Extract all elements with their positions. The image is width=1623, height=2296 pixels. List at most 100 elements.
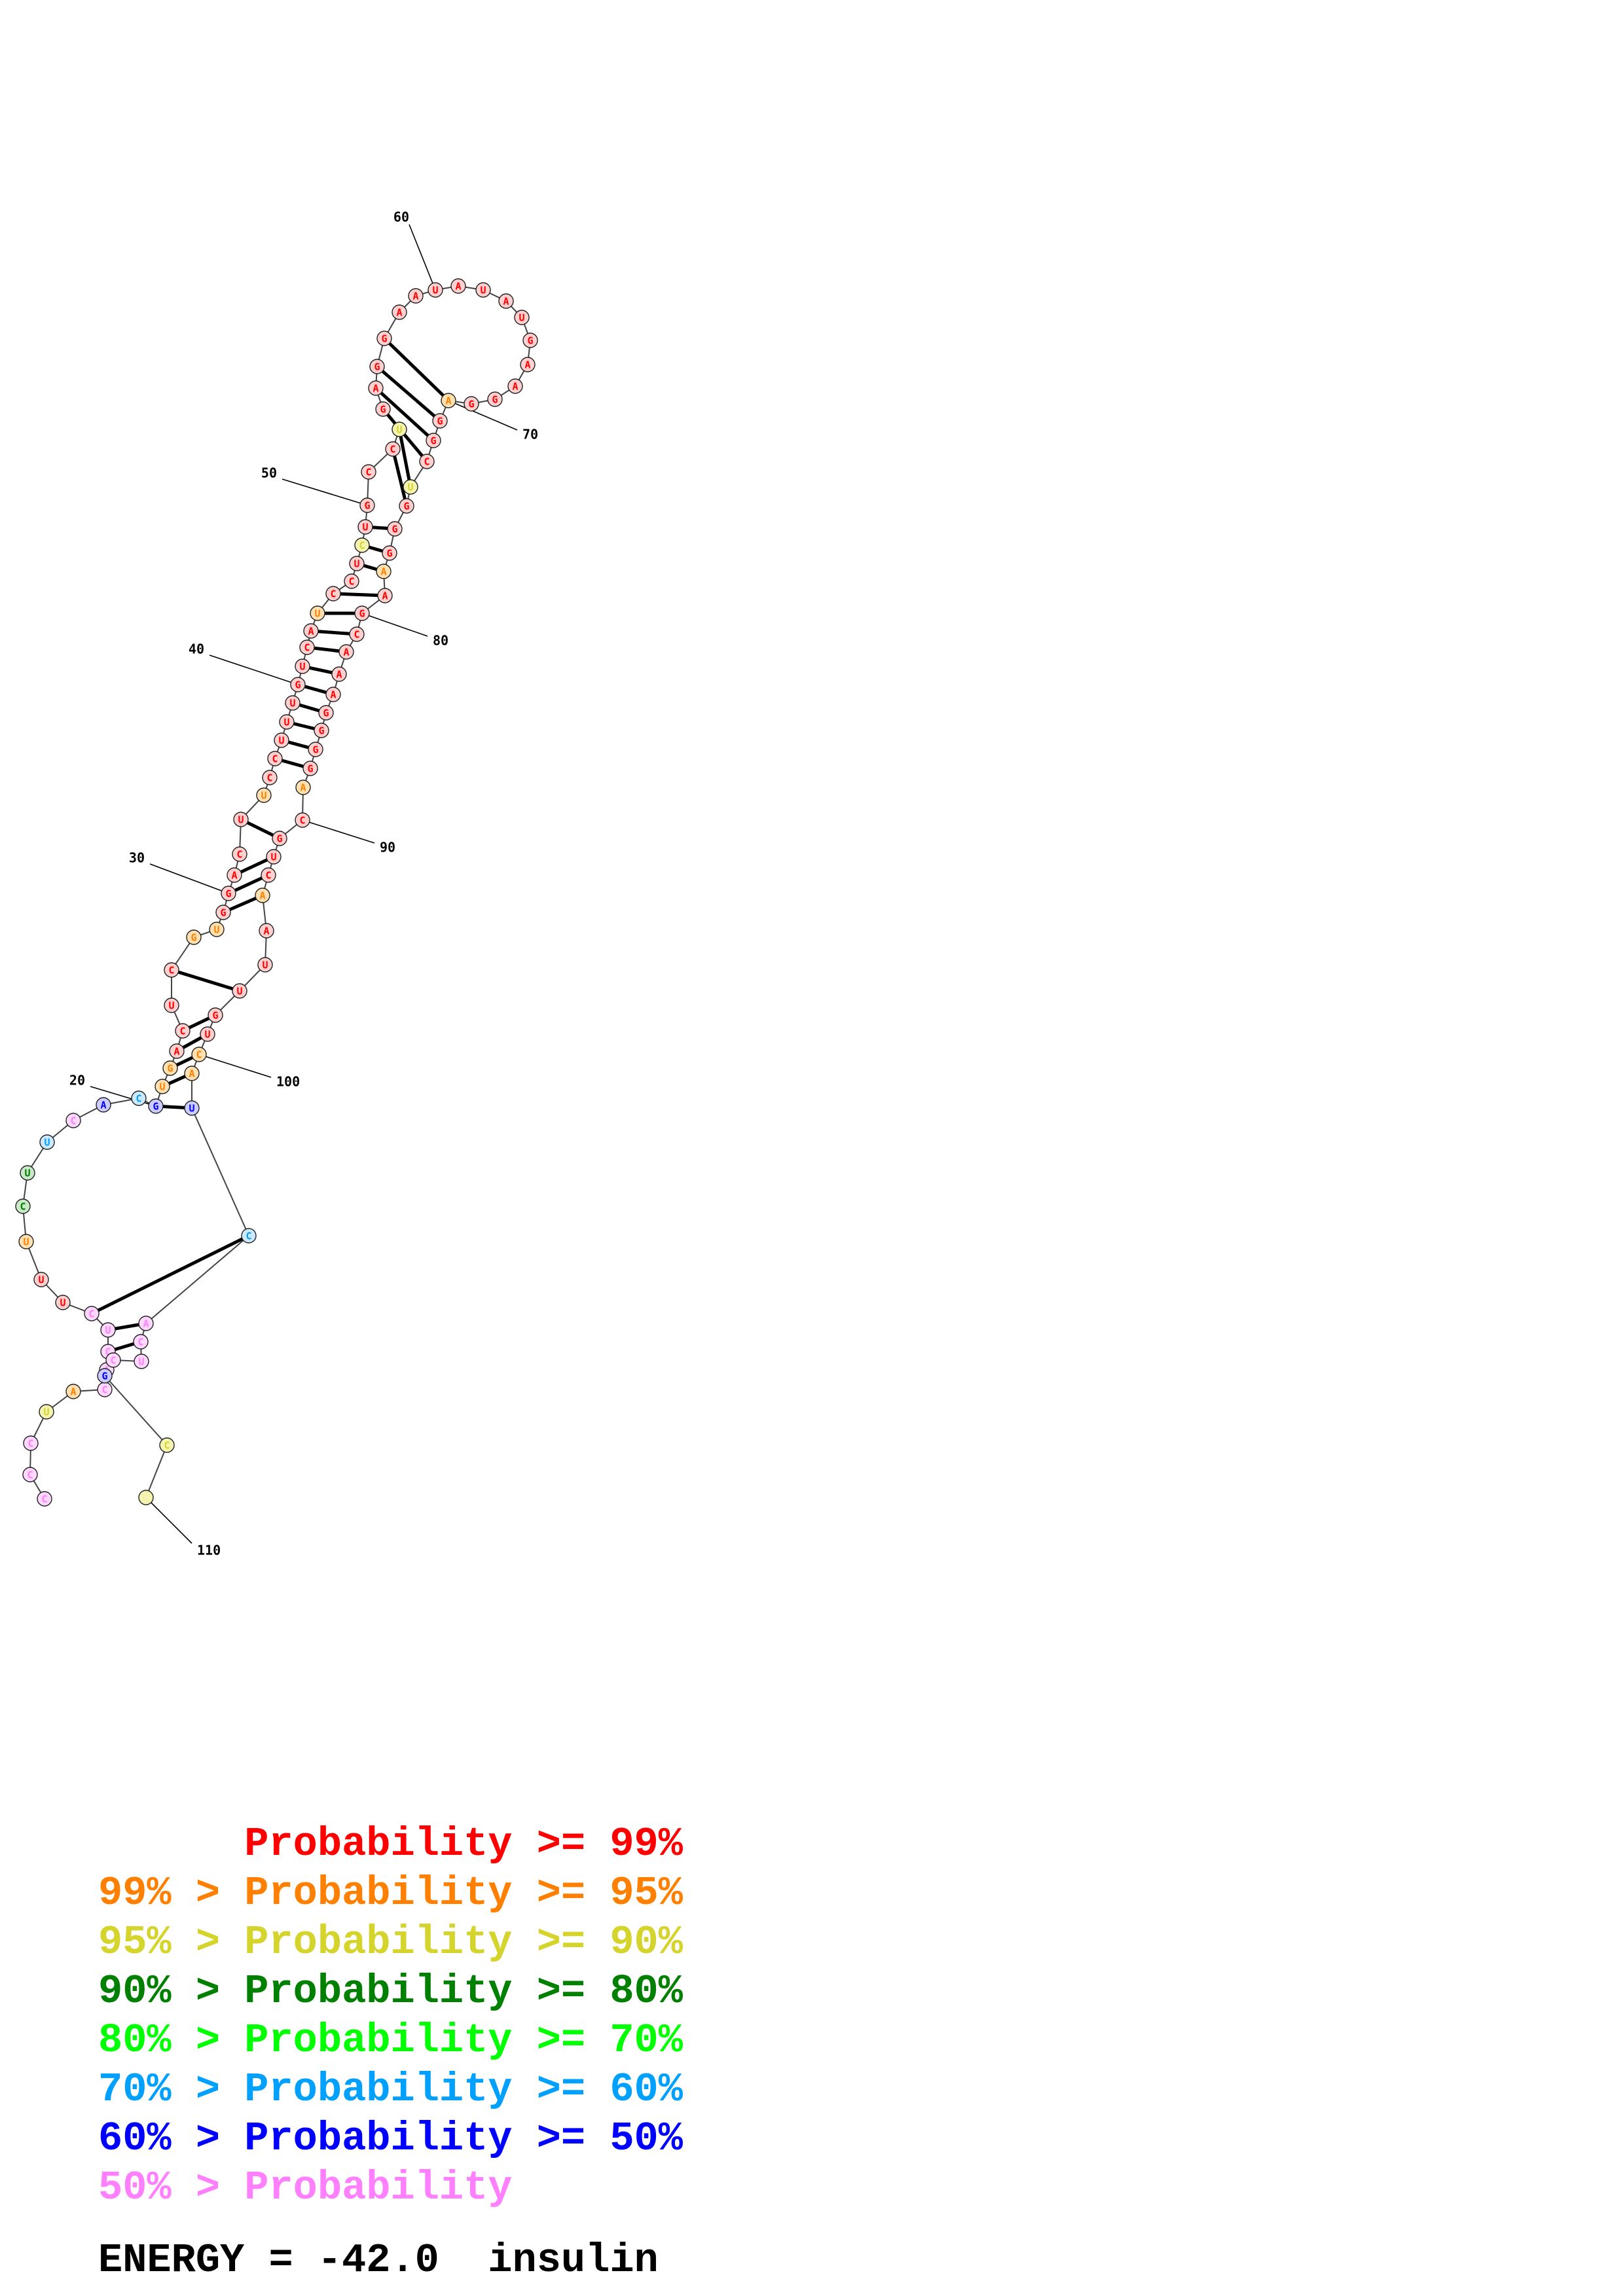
nucleotide: A <box>303 623 319 639</box>
nucleotide-base: C <box>272 753 278 765</box>
nucleotide-base: C <box>330 588 336 600</box>
nucleotide: U <box>39 1404 54 1420</box>
legend-row: 60% > Probability >= 50% <box>98 2114 683 2163</box>
nucleotide-base: G <box>403 501 409 512</box>
legend-prefix: 60% > <box>98 2115 245 2162</box>
nucleotide: C <box>349 626 365 642</box>
position-number: 90 <box>380 840 395 855</box>
nucleotide: G <box>399 498 414 514</box>
nucleotide-base: G <box>430 435 436 447</box>
base-pair-55-72 <box>374 387 435 442</box>
nucleotide: G <box>464 396 479 412</box>
nucleotide: U <box>164 997 179 1013</box>
nucleotide: A <box>450 278 466 294</box>
nucleotide-base: U <box>407 482 413 493</box>
legend-row: 50% > Probability <box>98 2163 683 2212</box>
nucleotide: C <box>191 1047 207 1062</box>
nucleotide: C <box>262 770 278 785</box>
nucleotide-base: C <box>365 467 371 478</box>
base-pair-54-73 <box>382 408 428 463</box>
nucleotide: U <box>266 849 282 865</box>
nucleotide: U <box>200 1026 215 1042</box>
nucleotide-base: A <box>231 870 237 882</box>
nucleotide-base: G <box>492 394 498 406</box>
nucleotide: G <box>97 1368 113 1384</box>
nucleotide: U <box>233 812 249 827</box>
tick-40 <box>209 655 299 685</box>
nucleotide: G <box>186 929 202 945</box>
nucleotide: G <box>387 521 403 537</box>
nucleotide: U <box>403 479 418 495</box>
nucleotide-base: U <box>480 285 486 296</box>
nucleotide-base: C <box>196 1049 202 1061</box>
nucleotide: A <box>408 288 424 304</box>
legend-label: Probability <box>244 2164 513 2211</box>
nucleotide: G <box>290 677 306 692</box>
nucleotide-base: C <box>348 576 354 588</box>
nucleotide-base: U <box>432 285 438 296</box>
nucleotide: U <box>33 1272 49 1287</box>
nucleotide-base: C <box>236 849 242 861</box>
nucleotide-base: A <box>396 307 402 319</box>
nucleotide: C <box>385 441 401 457</box>
nucleotide: G <box>302 761 318 776</box>
tick-80 <box>361 613 428 637</box>
nucleotide: C <box>267 751 283 766</box>
nucleotide-base: C <box>179 1026 185 1037</box>
legend-label: Probability >= 80% <box>244 1968 683 2015</box>
nucleotide-base: U <box>213 924 219 936</box>
nucleotide: U <box>155 1079 170 1094</box>
nucleotide: C <box>354 537 370 553</box>
nucleotide-base: A <box>512 381 518 393</box>
nucleotide-base: C <box>266 772 272 784</box>
nucleotide: C <box>361 464 376 480</box>
nucleotide-base: A <box>373 383 378 395</box>
position-number: 100 <box>276 1074 300 1090</box>
nucleotide: C <box>131 1090 147 1106</box>
nucleotide-base: C <box>424 456 429 468</box>
nucleotide: U <box>134 1354 149 1369</box>
nucleotide: C <box>241 1228 257 1244</box>
nucleotide: U <box>20 1165 35 1181</box>
nucleotide: A <box>520 357 536 372</box>
nucleotide: G <box>221 886 236 901</box>
legend-prefix: 50% > <box>98 2164 245 2211</box>
nucleotide-base: U <box>283 717 289 728</box>
nucleotide: G <box>148 1098 164 1114</box>
nucleotide: U <box>100 1322 116 1338</box>
legend-label: Probability >= 95% <box>244 1870 683 1916</box>
nucleotide: C <box>15 1198 31 1214</box>
nucleotide: A <box>392 304 407 320</box>
nucleotide-base: A <box>308 626 314 637</box>
nucleotide: G <box>308 742 323 757</box>
nucleotide-base: U <box>519 312 524 324</box>
nucleotide-base: A <box>173 1046 179 1058</box>
nucleotide-base: G <box>220 907 226 919</box>
base-pair-57-70 <box>383 337 450 402</box>
nucleotide-base: C <box>27 1469 33 1481</box>
nucleotide: C <box>105 1352 121 1368</box>
nucleotide-base: G <box>323 708 329 719</box>
legend-prefix: 95% > <box>98 1919 245 1965</box>
nucleotide: U <box>232 983 247 999</box>
nucleotide-base: C <box>27 1438 33 1450</box>
nucleotide-base: U <box>38 1274 44 1286</box>
nucleotide: U <box>514 310 530 325</box>
nucleotide: G <box>272 831 287 846</box>
nucleotide: A <box>295 780 311 795</box>
nucleotide-base: A <box>330 689 336 701</box>
nucleotide: C <box>232 846 247 862</box>
nucleotide-base: G <box>437 416 443 427</box>
nucleotide <box>138 1490 154 1505</box>
nucleotide: C <box>84 1306 100 1321</box>
tick-50 <box>282 478 368 506</box>
position-number: 80 <box>433 633 448 649</box>
legend-prefix: 70% > <box>98 2066 245 2113</box>
nucleotide-base: G <box>381 333 387 345</box>
position-number: 60 <box>393 209 409 225</box>
nucleotide: G <box>432 413 448 429</box>
tick-30 <box>149 863 229 894</box>
position-number: 70 <box>522 427 538 442</box>
nucleotide-base: U <box>189 1103 194 1115</box>
nucleotide: A <box>325 687 341 702</box>
